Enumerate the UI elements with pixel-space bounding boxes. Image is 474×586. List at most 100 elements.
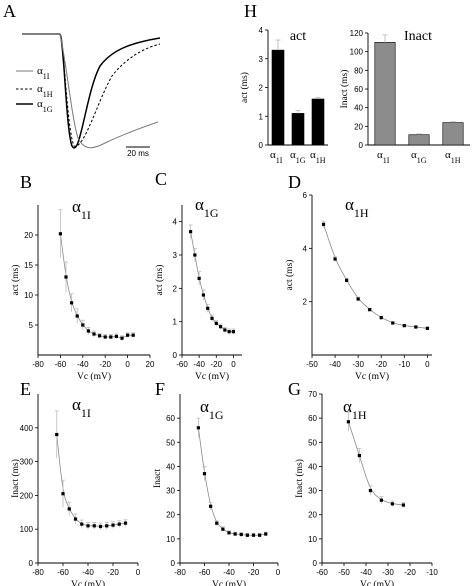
x-tick-label: 0: [425, 360, 430, 369]
panel-title: α1G: [200, 397, 224, 422]
fit-curve: [56, 434, 126, 527]
y-tick-label: 10: [24, 291, 33, 300]
panel-c: -60 -40 -20 0 0 1 2 3 4 Vc (mV) act (ms) α1G: [154, 195, 242, 382]
data-point: [333, 257, 337, 261]
data-point: [80, 522, 84, 526]
panel-title: α1I: [72, 395, 91, 420]
bar-chart-title: act: [290, 29, 306, 44]
data-point: [201, 293, 206, 297]
y-tick-label: 40: [354, 104, 363, 113]
data-point: [98, 334, 102, 338]
fit-curve: [323, 224, 428, 329]
y-tick-label: 0: [173, 351, 178, 360]
x-tick-label: α1H: [310, 149, 326, 165]
data-point: [210, 316, 214, 320]
x-tick-label: -20: [404, 568, 416, 577]
data-point: [206, 306, 210, 310]
data-point: [391, 321, 395, 325]
data-point: [346, 420, 350, 424]
data-point: [251, 533, 256, 537]
y-axis-label: Inact: [153, 469, 163, 488]
y-tick-label: 80: [354, 66, 363, 75]
trace-alpha-1h: [59, 33, 161, 147]
data-point: [209, 504, 213, 508]
y-tick-label: 50: [166, 438, 175, 447]
x-tick-label: -80: [174, 568, 186, 577]
x-tick-label: -40: [82, 568, 94, 577]
panel-title: α1H: [343, 397, 367, 422]
data-point: [117, 522, 121, 526]
panel-label-D: D: [288, 172, 301, 192]
y-tick-label: 300: [20, 458, 34, 467]
data-point: [75, 314, 79, 318]
data-point: [103, 335, 107, 339]
y-tick-label: 0: [259, 141, 264, 150]
x-tick-label: -20: [211, 360, 223, 369]
y-tick-label: 1: [259, 112, 264, 121]
data-point: [264, 532, 268, 536]
y-tick-label: 100: [350, 48, 364, 57]
y-tick-label: 3: [259, 55, 264, 64]
x-tick-label: -40: [77, 360, 89, 369]
data-point: [92, 332, 96, 336]
y-tick-label: 1: [173, 318, 178, 327]
bar: [442, 122, 464, 146]
panel-d: -50 -40 -30 -20 -10 0 2 4 6 Vc (mV) act (ms) α1H: [284, 191, 432, 382]
panel-h-inact: 0 20 40 60 80 100 120 α1I α1G α1H Inact Inact (ms): [339, 29, 470, 165]
panel-b: -80 -60 -40 -20 0 20 5 10 15 20 Vc (mV) act (ms) α1I: [10, 197, 155, 382]
data-point: [368, 488, 372, 493]
bar: [291, 113, 305, 146]
y-tick-label: 2: [173, 284, 178, 293]
x-tick-label: -30: [382, 568, 394, 577]
x-tick-label: α1I: [270, 149, 283, 165]
y-tick-label: 70: [308, 390, 317, 399]
y-tick-label: 2: [303, 298, 308, 307]
x-tick-label: -20: [248, 568, 260, 577]
data-point: [401, 503, 405, 507]
data-point: [356, 297, 360, 301]
y-tick-label: 15: [24, 261, 33, 270]
x-tick-label: 0: [136, 568, 141, 577]
x-tick-label: -80: [32, 360, 44, 369]
data-point: [67, 507, 71, 511]
data-point: [126, 333, 130, 337]
y-tick-label: 20: [354, 122, 363, 131]
legend-label: α1I: [37, 65, 50, 81]
x-axis-label: Vc (mV): [71, 579, 105, 586]
panel-title: α1G: [195, 195, 219, 220]
x-axis-label: Vc (mV): [77, 371, 111, 382]
panel-label-C: C: [155, 169, 167, 189]
x-tick-label: -20: [99, 360, 111, 369]
x-tick-label: -40: [223, 568, 235, 577]
bar: [311, 98, 325, 146]
data-point: [379, 316, 383, 320]
legend-label: α1G: [37, 98, 53, 114]
data-point: [379, 498, 383, 502]
data-point: [231, 330, 236, 334]
panel-h-act: 0 1 2 3 4 α1I α1G α1H act act (ms): [239, 26, 328, 165]
data-point: [214, 321, 218, 325]
data-point: [111, 523, 115, 527]
y-tick-label: 3: [173, 251, 178, 260]
x-axis-label: Vc (mV): [212, 579, 246, 586]
data-point: [92, 524, 96, 528]
fit-curve: [60, 233, 134, 339]
y-tick-label: 20: [166, 511, 175, 520]
y-tick-label: 0: [171, 559, 176, 568]
x-tick-label: -60: [57, 568, 69, 577]
panel-title: α1H: [345, 195, 369, 220]
data-point: [425, 326, 429, 330]
y-axis-label: Inact (ms): [10, 459, 21, 498]
x-tick-label: -10: [426, 568, 438, 577]
x-tick-label: -20: [107, 568, 119, 577]
y-tick-label: 4: [303, 244, 308, 253]
data-point: [131, 333, 135, 337]
y-tick-label: 60: [166, 414, 175, 423]
data-point: [227, 330, 231, 334]
data-point: [55, 432, 59, 437]
y-tick-label: 40: [308, 462, 317, 471]
x-tick-label: -40: [329, 360, 341, 369]
data-point: [73, 517, 78, 521]
